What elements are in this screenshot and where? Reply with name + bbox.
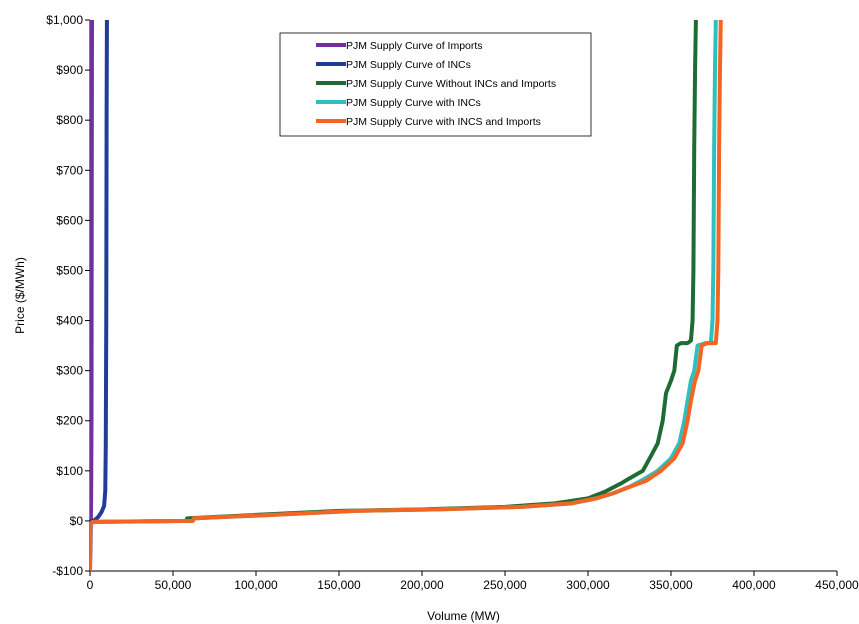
legend: PJM Supply Curve of Imports PJM Supply Cu… bbox=[279, 32, 592, 137]
x-tick-label: 200,000 bbox=[400, 578, 444, 592]
y-tick-label: $200 bbox=[56, 414, 83, 428]
y-axis-title: Price ($/MWh) bbox=[13, 257, 27, 334]
legend-label-2: PJM Supply Curve of INCs bbox=[346, 59, 471, 71]
legend-label-3: PJM Supply Curve Without INCs and Import… bbox=[346, 78, 556, 90]
legend-label-5: PJM Supply Curve with INCS and Imports bbox=[346, 116, 541, 128]
y-tick-label: $800 bbox=[56, 113, 83, 127]
x-tick-label: 150,000 bbox=[317, 578, 361, 592]
y-tick-label: $300 bbox=[56, 364, 83, 378]
y-tick-label: $0 bbox=[70, 514, 84, 528]
x-axis-ticks: 0 50,000 100,000 150,000 200,000 250,000 300,0… bbox=[87, 571, 859, 592]
x-tick-label: 300,000 bbox=[566, 578, 610, 592]
y-tick-label: -$100 bbox=[52, 564, 83, 578]
y-tick-label: $600 bbox=[56, 213, 83, 227]
y-axis-ticks: -$100 $0 $100 $200 $300 $400 $500 $600 $700 $800 $… bbox=[46, 13, 90, 578]
series-line-5 bbox=[90, 20, 723, 571]
x-tick-label: 350,000 bbox=[649, 578, 693, 592]
x-axis-title: Volume (MW) bbox=[427, 609, 500, 623]
legend-label-1: PJM Supply Curve of Imports bbox=[346, 40, 483, 52]
y-tick-label: $700 bbox=[56, 163, 83, 177]
x-tick-label: 50,000 bbox=[155, 578, 192, 592]
y-tick-label: $100 bbox=[56, 464, 83, 478]
x-tick-label: 250,000 bbox=[483, 578, 527, 592]
y-tick-label: $900 bbox=[56, 63, 83, 77]
series-line-1 bbox=[90, 20, 94, 571]
series-lines bbox=[90, 20, 723, 571]
x-tick-label: 400,000 bbox=[732, 578, 776, 592]
x-tick-label: 0 bbox=[87, 578, 94, 592]
y-tick-label: $500 bbox=[56, 263, 83, 277]
legend-label-4: PJM Supply Curve with INCs bbox=[346, 97, 481, 109]
y-tick-label: $400 bbox=[56, 314, 83, 328]
y-tick-label: $1,000 bbox=[46, 13, 83, 27]
x-tick-label: 450,000 bbox=[815, 578, 859, 592]
x-tick-label: 100,000 bbox=[234, 578, 278, 592]
